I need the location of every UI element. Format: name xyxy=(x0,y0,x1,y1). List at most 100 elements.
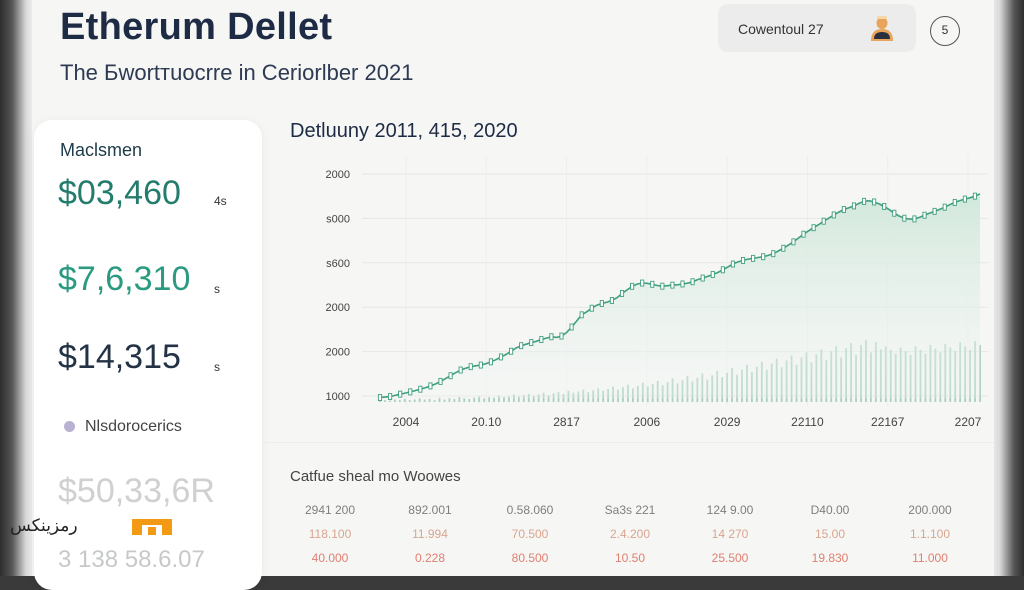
price-candle xyxy=(549,333,554,341)
x-tick-label: 2006 xyxy=(634,415,661,429)
price-candle xyxy=(630,282,635,290)
volume-bar xyxy=(408,400,411,402)
price-candle xyxy=(922,211,927,219)
y-tick-label: 2000 xyxy=(326,169,350,181)
watermark-text: رمزینکس xyxy=(10,516,78,536)
volume-bar xyxy=(483,398,486,402)
price-candle xyxy=(740,256,746,264)
y-tick-label: s600 xyxy=(326,258,350,270)
volume-bar xyxy=(458,397,461,402)
volume-bar xyxy=(493,397,495,402)
table-cell: 11.000 xyxy=(912,551,948,565)
price-candle xyxy=(519,342,524,350)
volume-bar xyxy=(547,395,550,402)
price-candle xyxy=(599,300,604,307)
x-tick-label: 22167 xyxy=(871,415,905,429)
price-candle xyxy=(902,214,907,222)
price-candle xyxy=(861,197,867,205)
volume-bar xyxy=(403,398,406,402)
balance-unit-1: 4s xyxy=(214,194,227,208)
price-candle xyxy=(478,361,483,369)
table-row[interactable]: 40.000 0.228 80.500 10.50 25.500 19.830 … xyxy=(280,546,980,570)
notification-badge[interactable]: 5 xyxy=(930,16,960,46)
price-candle xyxy=(388,393,393,401)
balance-value-2: $7,6,310 xyxy=(58,260,191,298)
price-candle xyxy=(872,198,877,206)
x-tick-label: 2029 xyxy=(714,415,741,429)
balance-unit-2: s xyxy=(214,282,220,296)
table-cell: 15.00 xyxy=(814,527,846,541)
price-candle xyxy=(680,280,685,288)
volume-bar xyxy=(428,398,431,402)
table-cell: 10.50 xyxy=(614,551,646,565)
volume-bar xyxy=(512,394,515,402)
volume-bar xyxy=(498,395,500,402)
price-candle xyxy=(811,224,816,232)
volume-bar xyxy=(393,399,396,402)
volume-bar xyxy=(448,398,451,402)
price-candle xyxy=(761,253,766,261)
faded-value: $50,33,6R xyxy=(58,472,215,510)
table-row[interactable]: 118.100 11.994 70.500 2.4.200 14 270 15.… xyxy=(280,522,980,546)
volume-bar xyxy=(522,395,525,402)
price-candle xyxy=(418,385,423,393)
volume-bar xyxy=(532,395,535,402)
sidebar-panel: Maclsmen $03,460 4s $7,6,310 s $14,315 s… xyxy=(34,120,262,590)
legend-item[interactable]: Nlsdorocerics xyxy=(64,418,182,436)
price-candle xyxy=(831,211,836,219)
price-candle xyxy=(589,304,594,312)
table-cell: 11.994 xyxy=(412,527,448,541)
volume-bar xyxy=(443,399,446,402)
table-cell: 80.500 xyxy=(511,551,549,565)
page-title: Etherum Dellet xyxy=(60,6,333,48)
y-tick-label: 2000 xyxy=(326,347,350,359)
volume-bar xyxy=(478,396,481,402)
price-candle xyxy=(448,372,453,380)
table-cell: 124 9.00 xyxy=(706,503,754,517)
volume-bar xyxy=(517,396,520,402)
chart-title: Detluuny 2011, 415, 2020 xyxy=(290,120,518,142)
table-row[interactable]: 2941 200 892.001 0.58.060 Sa3s 221 124 9… xyxy=(280,498,980,522)
price-candle xyxy=(771,250,776,258)
user-avatar-icon xyxy=(871,16,893,41)
table-cell: 0.228 xyxy=(414,551,446,565)
price-candle xyxy=(377,394,383,401)
volume-bar xyxy=(503,397,505,402)
table-title: Catfue sheal mo Woowes xyxy=(290,468,461,485)
volume-bar xyxy=(537,394,540,402)
account-button[interactable]: Cowentoul 27 xyxy=(718,4,916,52)
price-candle xyxy=(972,192,978,200)
price-candle xyxy=(539,336,544,343)
x-tick-label: 20.10 xyxy=(471,415,501,429)
table-cell: 14 270 xyxy=(711,527,749,541)
table-cell: 1.1.100 xyxy=(909,527,951,541)
price-candle xyxy=(932,207,937,215)
price-candle xyxy=(690,278,695,286)
price-candle xyxy=(751,254,756,262)
volume-bar xyxy=(379,400,381,402)
account-label: Cowentoul 27 xyxy=(738,21,824,37)
table-cell: 2941 200 xyxy=(304,503,356,517)
price-candle xyxy=(428,382,433,390)
price-candle xyxy=(509,347,514,355)
price-candle xyxy=(710,271,715,278)
volume-bar xyxy=(488,397,490,402)
price-candle xyxy=(882,203,887,210)
price-candle xyxy=(851,202,856,210)
volume-bar xyxy=(473,397,476,402)
page-subtitle: The Бwortтuocrre in Ceriorlber 2021 xyxy=(60,60,414,85)
price-candle xyxy=(559,332,564,340)
price-candle xyxy=(398,390,403,398)
price-candle xyxy=(781,244,786,252)
price-candle xyxy=(408,388,413,396)
price-candle xyxy=(488,358,493,366)
volume-bar xyxy=(418,398,421,402)
y-tick-label: 2000 xyxy=(326,302,350,314)
section-divider xyxy=(264,442,994,443)
price-candle xyxy=(660,282,665,290)
x-tick-label: 2004 xyxy=(393,415,420,429)
table-cell: 2.4.200 xyxy=(609,527,651,541)
volume-bar xyxy=(463,398,466,402)
price-candle xyxy=(670,281,675,289)
price-candle xyxy=(498,353,504,361)
